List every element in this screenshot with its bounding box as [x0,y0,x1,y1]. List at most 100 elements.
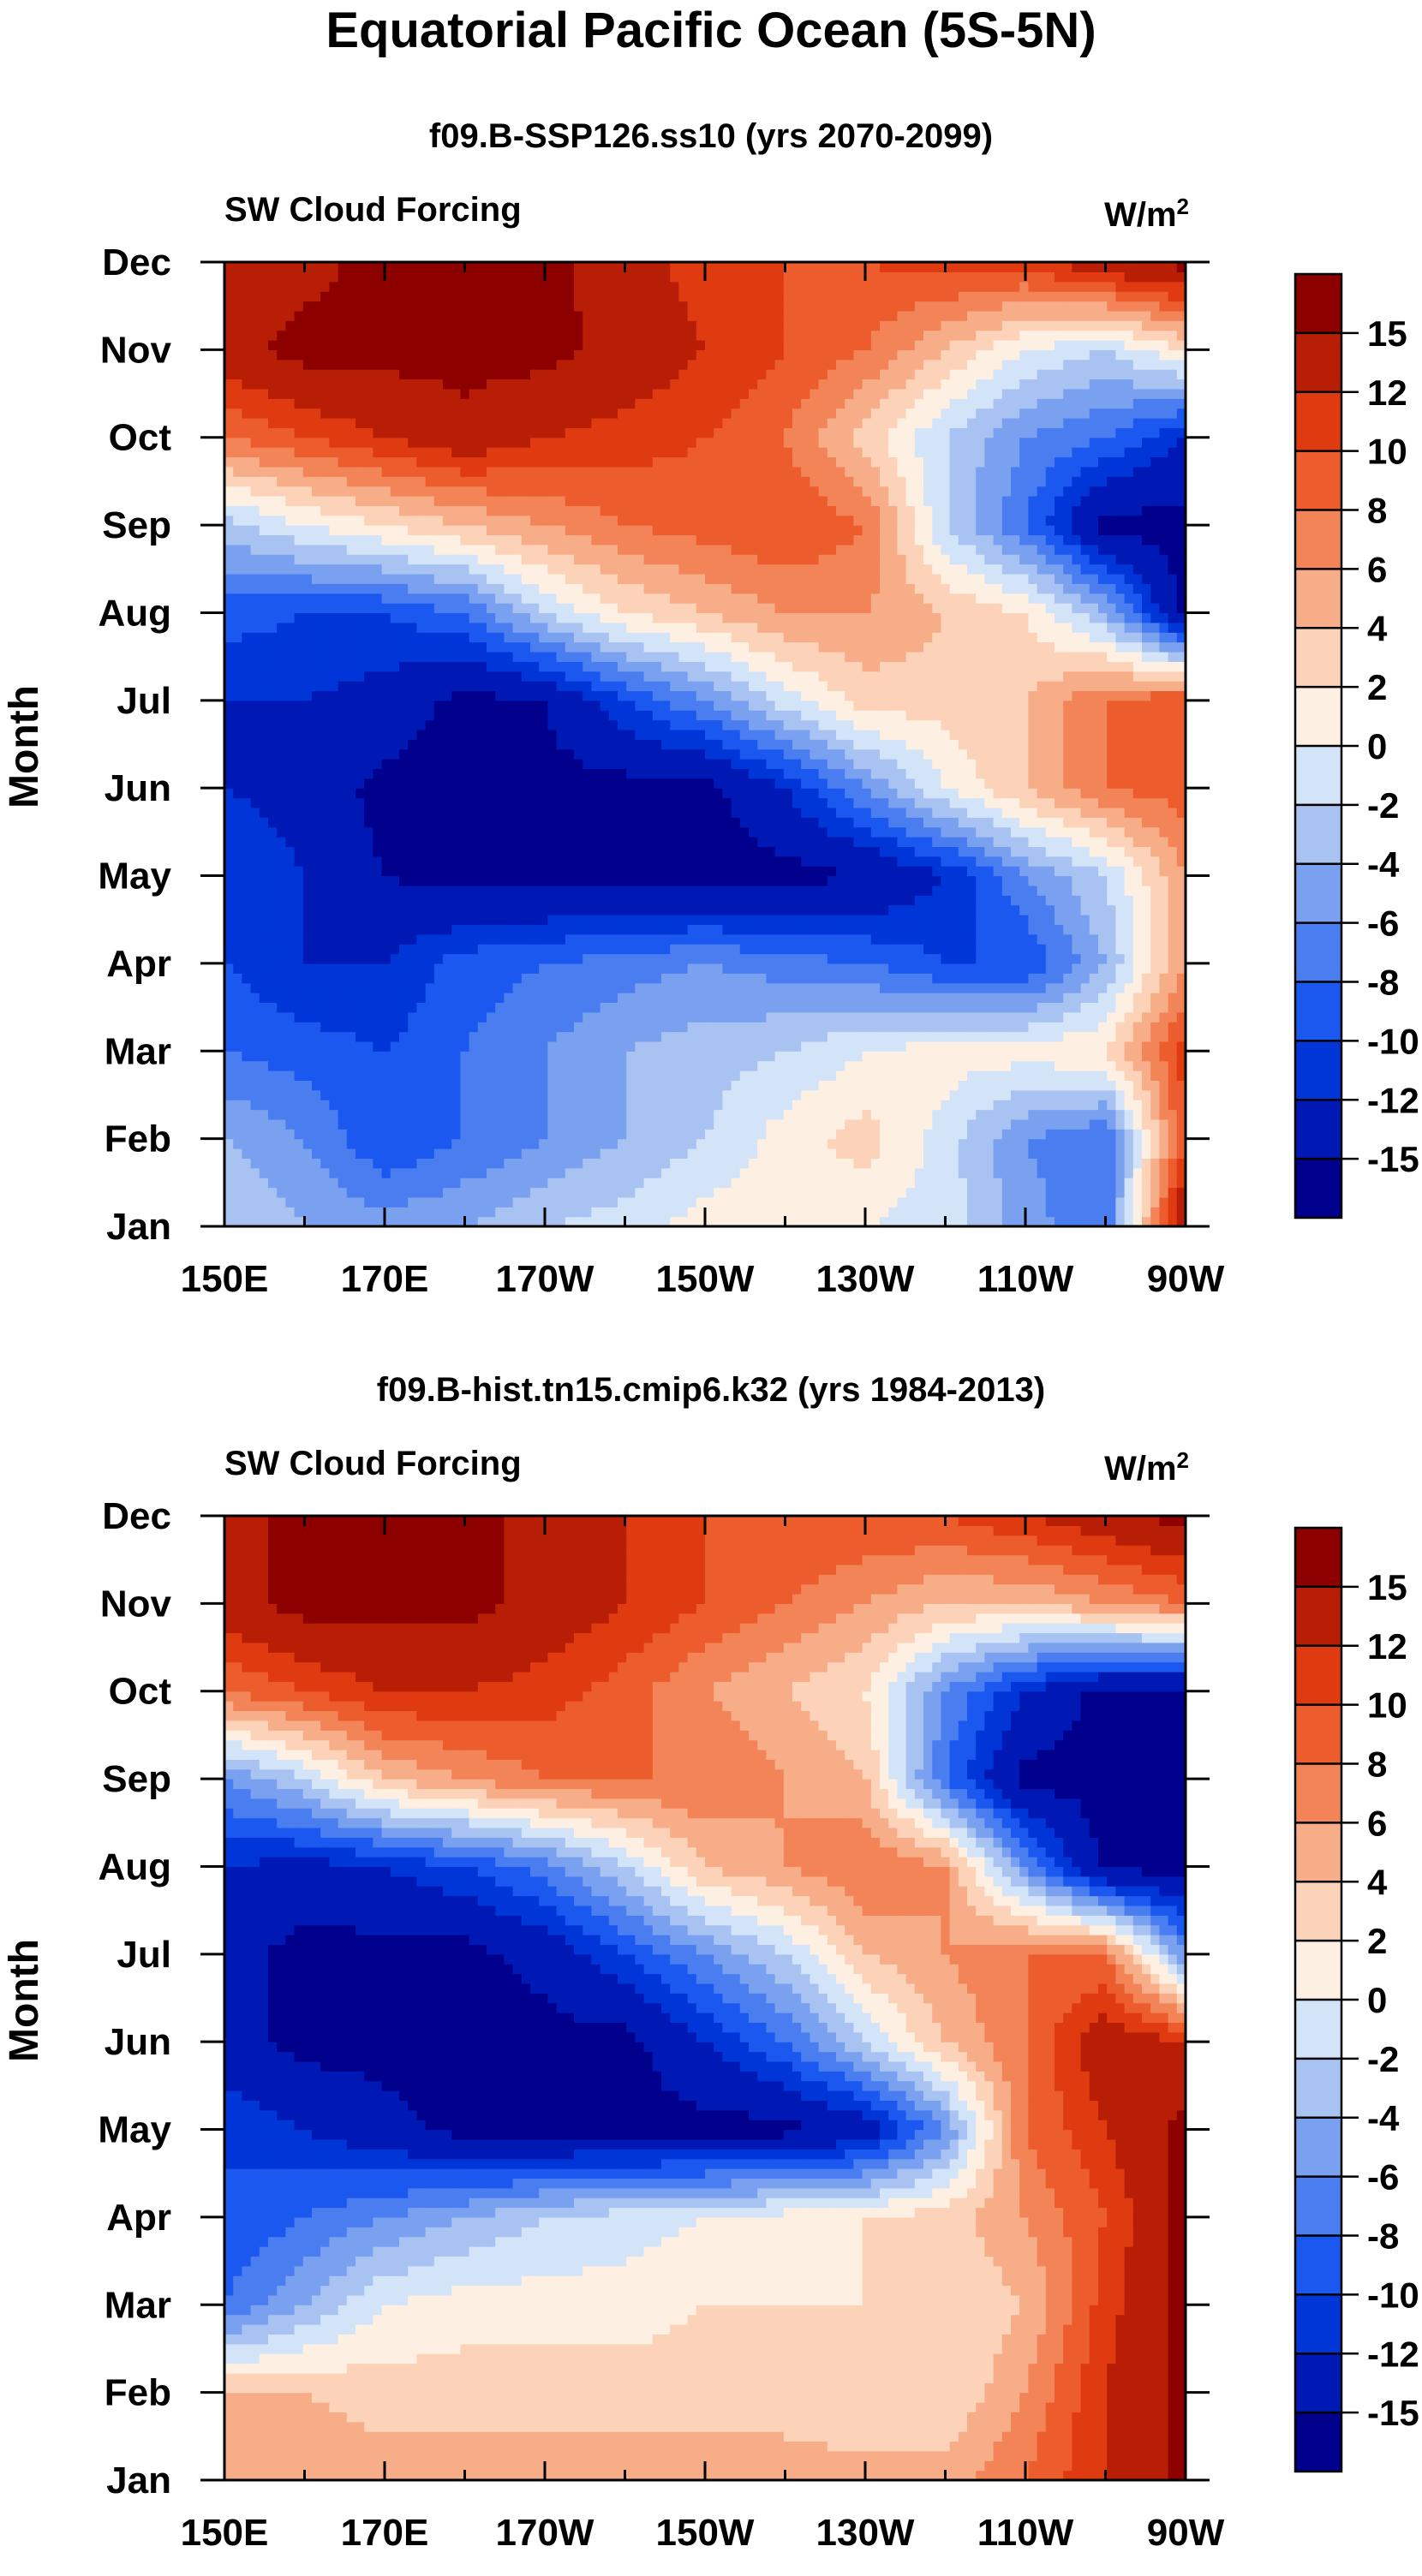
contour-cell [302,797,313,808]
contour-cell [1045,846,1055,857]
contour-cell [1115,1022,1126,1033]
contour-cell [381,915,391,926]
contour-cell [346,1041,356,1052]
contour-cell [504,895,514,906]
contour-cell [469,885,479,896]
contour-cell [600,1178,610,1189]
contour-cell [731,895,741,906]
contour-cell [277,826,286,838]
contour-cell [853,973,863,984]
contour-cell [373,1216,383,1227]
contour-cell [1124,866,1134,877]
contour-cell [714,1158,723,1169]
contour-cell [949,1129,959,1140]
contour-cell [670,933,679,945]
contour-cell [1001,866,1012,877]
contour-cell [1019,904,1029,915]
contour-cell [556,1138,566,1149]
contour-cell [565,1207,575,1218]
contour-cell [1132,1207,1143,1218]
contour-cell [1089,1129,1099,1140]
contour-cell [1142,953,1151,964]
contour-cell [1080,885,1090,896]
contour-cell [408,1051,417,1062]
contour-cell [443,817,452,828]
contour-cell [1098,1109,1108,1120]
contour-cell [1028,1070,1038,1081]
contour-cell [1037,1148,1047,1159]
contour-cell [285,837,296,848]
contour-cell [1176,1167,1186,1178]
contour-cell [477,963,487,974]
contour-cell [618,1158,627,1169]
contour-cell [801,895,810,906]
contour-cell [827,1002,837,1013]
contour-cell [591,1022,601,1033]
contour-cell [1080,856,1090,867]
contour-cell [469,1060,479,1071]
contour-cell [1107,1002,1116,1013]
contour-cell [390,1158,400,1169]
contour-cell [390,1060,400,1071]
contour-cell [224,1167,234,1178]
contour-cell [364,1002,373,1013]
contour-cell [399,1041,409,1052]
contour-cell [774,1011,785,1023]
contour-cell [976,1129,985,1140]
contour-cell [443,856,452,867]
contour-cell [696,817,706,828]
contour-cell [1037,1187,1047,1198]
contour-cell [774,982,785,993]
contour-cell [381,1138,391,1149]
contour-cell [845,1080,854,1091]
contour-cell [583,1207,592,1218]
contour-cell [880,1178,889,1189]
contour-cell [696,1207,706,1218]
contour-cell [1072,1109,1082,1120]
contour-cell [888,826,898,838]
contour-cell [801,1158,810,1169]
contour-cell [1080,875,1090,886]
contour-cell [1089,837,1099,848]
contour-cell [722,982,732,993]
contour-cell [294,1031,304,1042]
contour-cell [416,1129,427,1140]
contour-cell [1168,837,1178,848]
contour-cell [827,944,837,955]
contour-cell [469,904,479,915]
contour-cell [888,788,898,799]
contour-cell [993,1138,1003,1149]
contour-cell [774,924,785,935]
contour-cell [1037,1100,1047,1111]
contour-cell [364,788,373,799]
contour-cell [967,788,977,799]
contour-cell [1107,982,1116,993]
contour-cell [381,1216,391,1227]
contour-cell [356,1129,365,1140]
contour-cell [984,1060,995,1071]
contour-cell [818,797,828,808]
contour-cell [1089,1216,1099,1227]
contour-cell [504,1002,514,1013]
contour-cell [1089,963,1099,974]
contour-cell [329,904,339,915]
contour-cell [888,797,898,808]
contour-cell [381,817,391,828]
contour-cell [749,924,758,935]
contour-cell [521,1089,531,1100]
contour-cell [346,915,356,926]
contour-cell [574,1129,583,1140]
contour-cell [870,846,881,857]
contour-cell [1019,895,1029,906]
contour-cell [224,1148,234,1159]
contour-cell [836,953,845,964]
contour-cell [1055,1002,1064,1013]
contour-cell [504,797,514,808]
contour-cell [897,993,907,1003]
contour-cell [696,982,706,993]
contour-cell [1150,982,1160,993]
contour-cell [870,807,881,818]
contour-cell [1107,933,1116,945]
contour-cell [460,1118,470,1130]
contour-cell [460,1022,470,1033]
